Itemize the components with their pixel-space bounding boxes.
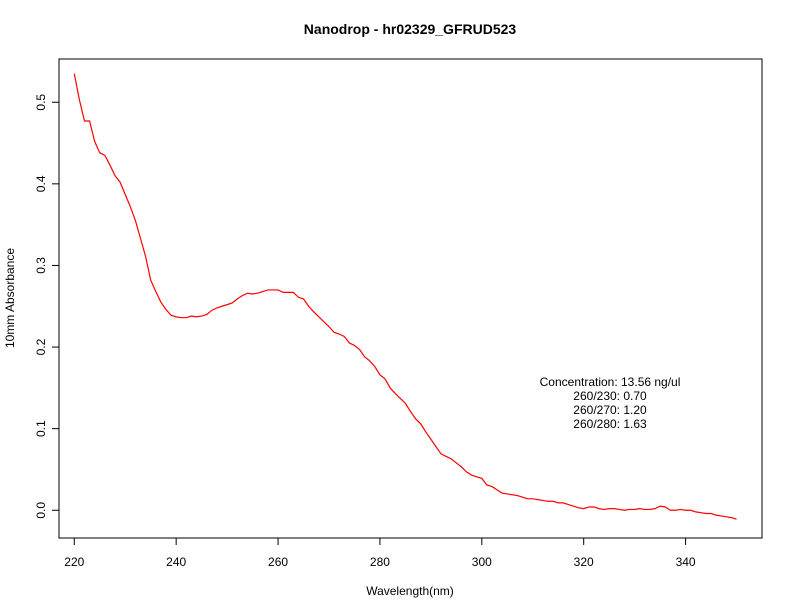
x-tick-label: 240 [166, 555, 186, 569]
absorbance-curve [73, 73, 737, 520]
x-tick-label: 300 [472, 555, 492, 569]
y-axis: 0.0 0.1 0.2 0.3 0.4 0.5 [34, 94, 60, 519]
y-tick-label: 0.0 [34, 502, 48, 519]
x-axis: 220 240 260 280 300 320 340 [64, 537, 696, 569]
ratio-260-270-annotation: 260/270: 1.20 [573, 403, 647, 417]
x-tick-label: 340 [676, 555, 696, 569]
x-tick-label: 320 [574, 555, 594, 569]
y-tick-label: 0.2 [34, 338, 48, 355]
y-tick-label: 0.5 [34, 94, 48, 111]
plot-area [58, 58, 763, 539]
x-tick-label: 280 [370, 555, 390, 569]
y-tick-label: 0.1 [34, 420, 48, 437]
annotation-block: Concentration: 13.56 ng/ul 260/230: 0.70… [540, 375, 681, 431]
y-axis-label: 10mm Absorbance [3, 248, 17, 348]
x-tick-label: 220 [64, 555, 84, 569]
ratio-260-280-annotation: 260/280: 1.63 [573, 417, 647, 431]
y-tick-label: 0.4 [34, 175, 48, 192]
concentration-annotation: Concentration: 13.56 ng/ul [540, 375, 681, 389]
chart-title: Nanodrop - hr02329_GFRUD523 [304, 21, 517, 37]
ratio-260-230-annotation: 260/230: 0.70 [573, 389, 647, 403]
x-tick-label: 260 [268, 555, 288, 569]
y-tick-label: 0.3 [34, 257, 48, 274]
x-axis-label: Wavelength(nm) [366, 584, 454, 598]
